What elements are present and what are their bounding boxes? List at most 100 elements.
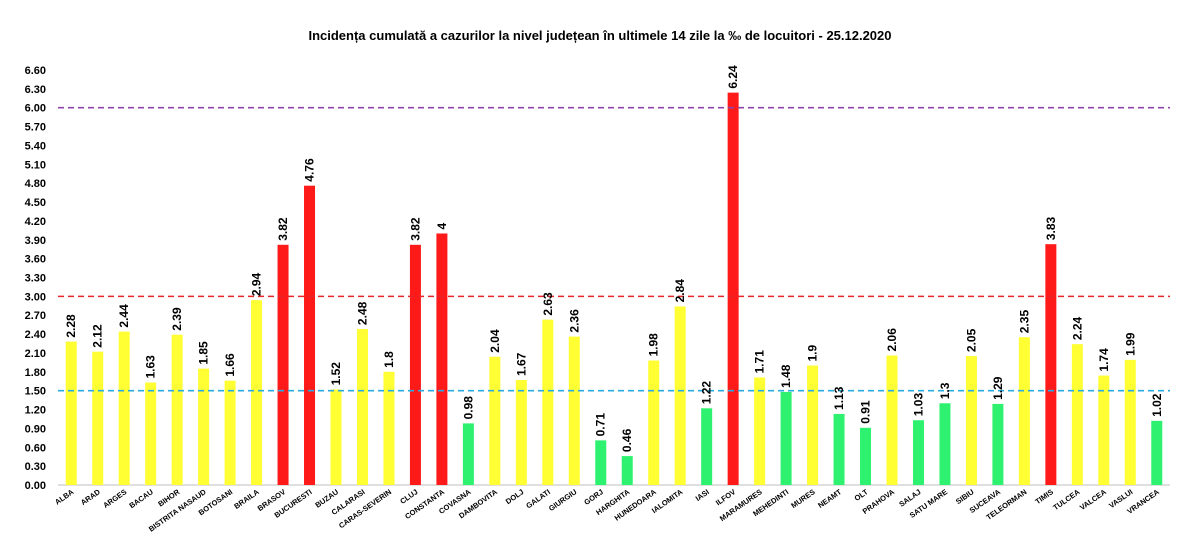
data-label: 1.74 [1097, 348, 1111, 372]
data-label: 1.66 [223, 353, 237, 377]
data-label: 3.82 [276, 217, 290, 241]
data-label: 2.63 [541, 292, 555, 316]
x-tick-label: IASI [694, 487, 711, 503]
y-tick-label: 2.10 [25, 348, 46, 360]
bar-caras-severin [383, 371, 395, 485]
bar-braila [251, 300, 263, 485]
x-tick-label: CLUJ [398, 487, 419, 506]
data-label: 1.02 [1150, 393, 1164, 417]
data-label: 1.99 [1123, 332, 1137, 356]
data-label: 1.85 [197, 341, 211, 365]
data-label: 2.06 [885, 328, 899, 352]
y-tick-label: 4.20 [25, 216, 46, 228]
data-label: 6.24 [726, 65, 740, 89]
data-label: 2.48 [355, 301, 369, 325]
bar-giurgiu [568, 336, 580, 485]
x-tick-label: ALBA [53, 487, 76, 507]
data-label: 1.22 [700, 381, 714, 405]
bar-mehedinti [780, 391, 792, 485]
bar-botosani [224, 380, 236, 485]
y-tick-label: 5.40 [25, 140, 46, 152]
y-tick-label: 1.50 [25, 386, 46, 398]
bar-cluj [409, 244, 421, 485]
data-label: 2.94 [250, 272, 264, 296]
bar-hunedoara [648, 360, 660, 485]
chart-title: Incidența cumulată a cazurilor la nivel … [308, 28, 892, 43]
y-tick-label: 2.70 [25, 310, 46, 322]
bar-dambovita [489, 356, 501, 485]
bar-vaslui [1124, 359, 1136, 485]
bar-ilfov [727, 92, 739, 486]
bar-bucuresti [304, 185, 316, 486]
data-label: 0.71 [594, 413, 608, 437]
bar-brasov [277, 244, 289, 485]
bar-gorj [595, 440, 607, 485]
bar-suceava [992, 403, 1004, 485]
y-tick-label: 1.20 [25, 405, 46, 417]
bar-timis [1045, 244, 1057, 485]
data-label: 1.03 [911, 393, 925, 417]
x-tick-label: BACAU [127, 487, 154, 510]
y-tick-label: 0.30 [25, 461, 46, 473]
data-label: 4 [435, 222, 449, 229]
y-tick-label: 1.80 [25, 367, 46, 379]
data-label: 0.91 [859, 400, 873, 424]
bar-tulcea [1071, 344, 1083, 485]
bar-iasi [701, 408, 713, 485]
y-tick-label: 4.50 [25, 197, 46, 209]
bar-satu-mare [939, 403, 951, 485]
data-label: 1.52 [329, 362, 343, 386]
data-label: 2.28 [64, 314, 78, 338]
data-label: 1.71 [753, 350, 767, 374]
bar-neamt [833, 413, 845, 485]
bar-arges [118, 331, 130, 485]
x-tick-label: VALCEA [1078, 487, 1108, 512]
data-label: 1.29 [991, 376, 1005, 400]
data-label: 2.36 [567, 309, 581, 333]
bar-prahova [886, 355, 898, 485]
y-tick-label: 6.30 [25, 84, 46, 96]
y-tick-label: 3.30 [25, 273, 46, 285]
x-tick-label: ARGES [101, 487, 128, 510]
bar-bistrita-nasaud [198, 368, 210, 485]
data-label: 3.83 [1044, 216, 1058, 240]
bar-salaj [912, 420, 924, 485]
bar-sibiu [965, 356, 977, 485]
y-tick-label: 6.60 [25, 65, 46, 77]
data-label: 1.63 [144, 355, 158, 379]
data-label: 2.35 [1017, 310, 1031, 334]
bar-ialomita [674, 306, 686, 485]
bar-vrancea [1151, 420, 1163, 485]
data-label: 1.8 [382, 351, 396, 368]
data-label: 1.13 [832, 386, 846, 410]
data-label: 1.9 [806, 345, 820, 362]
data-label: 2.12 [91, 324, 105, 348]
x-tick-label: ARAD [79, 487, 102, 507]
y-tick-label: 5.70 [25, 122, 46, 134]
y-tick-label: 4.80 [25, 178, 46, 190]
data-label: 2.05 [964, 328, 978, 352]
bar-maramures [754, 377, 766, 485]
x-tick-label: NEAMT [816, 487, 843, 510]
bar-valcea [1098, 375, 1110, 485]
y-tick-label: 3.60 [25, 254, 46, 266]
bar-olt [860, 427, 872, 485]
bar-galati [542, 319, 554, 485]
bar-buzau [330, 389, 342, 485]
data-label: 0.98 [461, 396, 475, 420]
bar-covasna [462, 423, 474, 485]
bar-constanta [436, 233, 448, 485]
data-label: 2.04 [488, 329, 502, 353]
bar-mures [807, 365, 819, 485]
bar-alba [65, 341, 77, 485]
y-tick-label: 0.60 [25, 442, 46, 454]
data-label: 1.3 [938, 382, 952, 399]
data-label: 4.76 [303, 158, 317, 182]
y-tick-label: 0.00 [25, 480, 46, 492]
data-label: 0.46 [620, 428, 634, 452]
y-tick-label: 5.10 [25, 159, 46, 171]
y-tick-label: 3.00 [25, 291, 46, 303]
data-label: 2.39 [170, 307, 184, 331]
data-label: 3.82 [408, 217, 422, 241]
y-tick-label: 0.90 [25, 423, 46, 435]
